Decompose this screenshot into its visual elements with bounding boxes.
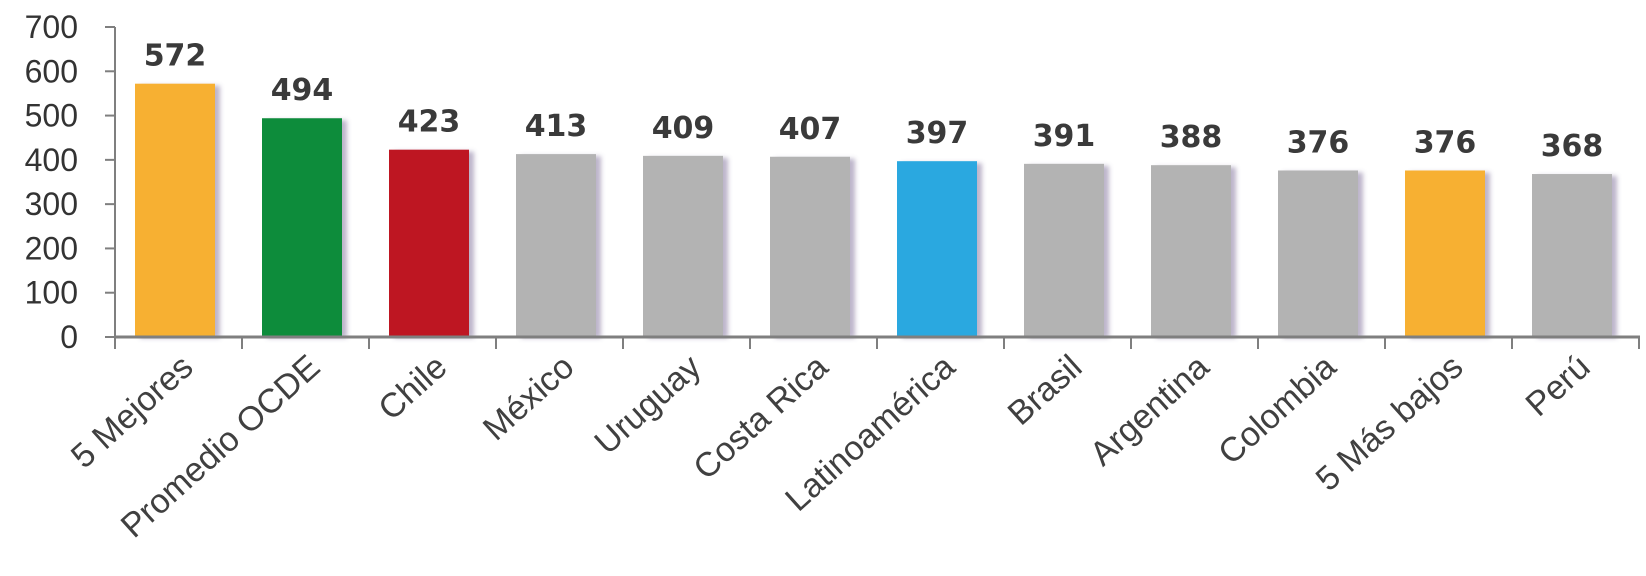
y-tick-label: 700 (25, 9, 78, 45)
data-label: 397 (906, 116, 969, 151)
bar-5-m-s-bajos (1405, 170, 1485, 336)
x-tick-label: México (476, 348, 581, 448)
data-label: 413 (525, 109, 588, 144)
data-label: 423 (398, 105, 461, 140)
bar-uruguay (643, 155, 723, 336)
bar-colombia (1278, 170, 1358, 336)
x-tick-label: Brasil (1001, 348, 1090, 433)
bar-per- (1532, 174, 1612, 336)
bar-m-xico (516, 154, 596, 336)
bar-promedio-ocde (262, 118, 342, 336)
bar-brasil (1024, 163, 1104, 336)
data-label: 391 (1033, 119, 1096, 154)
data-label: 407 (779, 112, 842, 147)
bars: 572 494 423 413 409 407 397 391 388 376 376 368 (135, 39, 1612, 336)
y-tick-label: 400 (25, 142, 78, 178)
y-tick-label: 100 (25, 275, 78, 311)
data-label: 368 (1541, 129, 1604, 164)
data-label: 572 (144, 39, 207, 74)
y-tick-label: 200 (25, 230, 78, 266)
x-tick-label: Uruguay (587, 348, 708, 462)
data-label: 376 (1287, 125, 1350, 160)
data-label: 388 (1160, 120, 1223, 155)
data-label: 376 (1414, 125, 1477, 160)
x-tick-label: Argentina (1083, 348, 1217, 474)
bar-5-mejores (135, 83, 215, 336)
bar-costa-rica (770, 156, 850, 336)
bar-chile (389, 149, 469, 336)
data-label: 409 (652, 111, 715, 146)
data-label: 494 (271, 73, 334, 108)
y-tick-label: 600 (25, 53, 78, 89)
x-tick-label: Perú (1519, 348, 1598, 424)
x-tick-label: Colombia (1211, 348, 1343, 472)
y-tick-label: 0 (60, 319, 78, 355)
bar-latinoam-rica (897, 161, 977, 336)
y-axis: 0 100 200 300 400 500 600 700 (25, 9, 116, 355)
y-tick-label: 500 (25, 98, 78, 134)
y-tick-label: 300 (25, 186, 78, 222)
bar-argentina (1151, 165, 1231, 336)
x-tick-label: Chile (371, 348, 454, 428)
